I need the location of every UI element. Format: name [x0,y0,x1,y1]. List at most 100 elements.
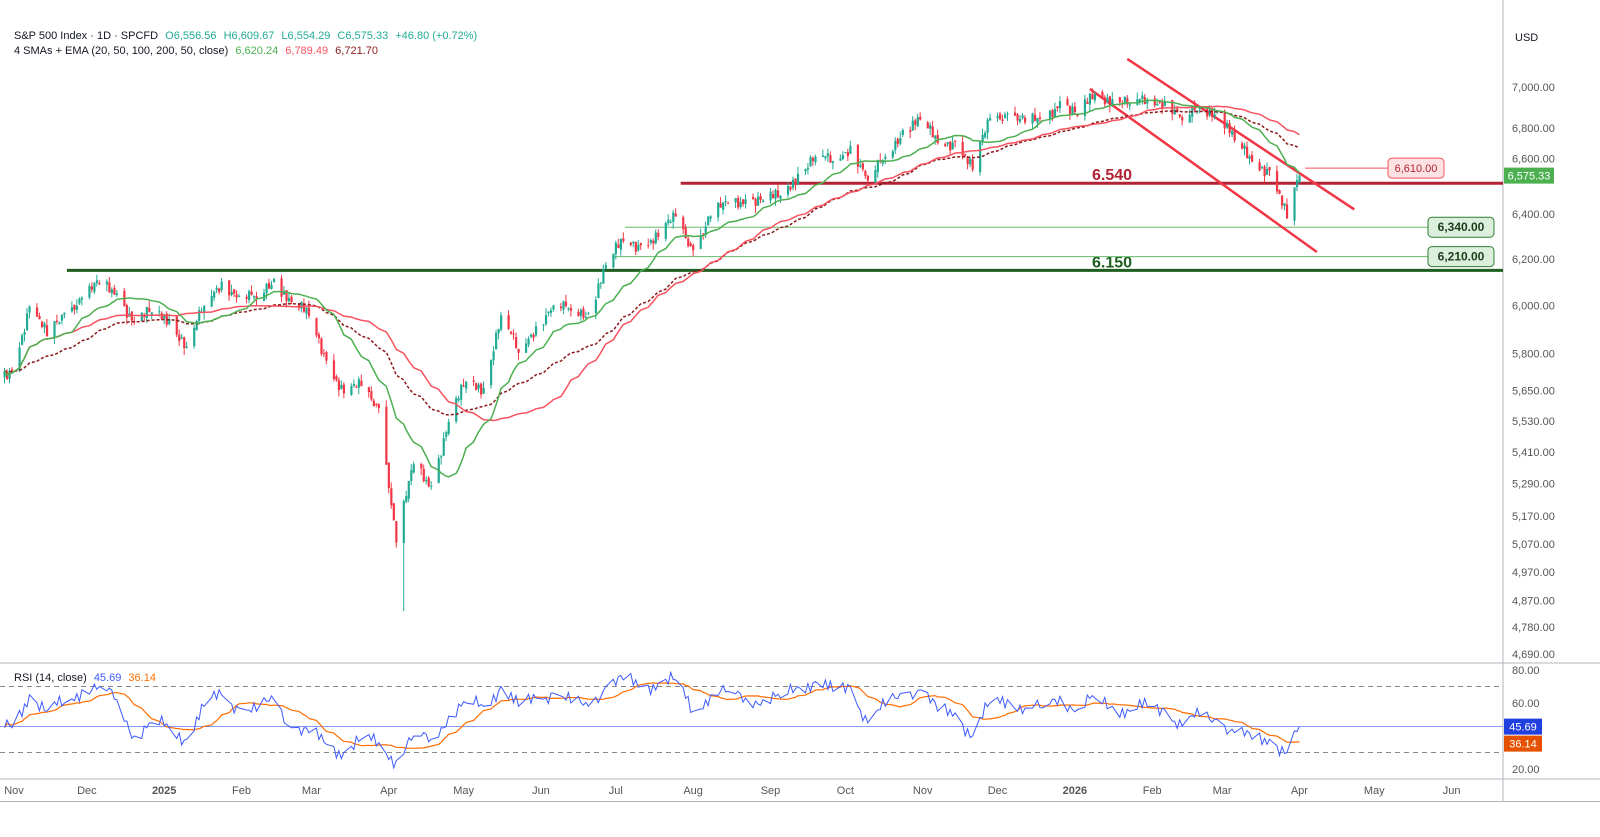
chart-frame: S&P 500 Index · 1D · SPCFD O6,556.56 H6,… [0,30,1600,802]
candle-body [1056,106,1059,109]
candle [724,195,727,207]
rsi-value-box [1504,718,1542,735]
candle-body [789,186,792,190]
candle [133,316,136,325]
candle [355,384,358,388]
candle-body [63,312,66,315]
candle [896,137,899,148]
candle [1223,109,1226,135]
candle-body [999,113,1002,120]
candle [584,311,588,319]
candle [105,279,109,292]
time-tick-label: Apr [380,785,397,797]
candle [667,214,670,226]
indicator-legend[interactable]: 4 SMAs + EMA (20, 50, 100, 200, 50, clos… [14,45,382,58]
candle [447,418,450,436]
candle [744,194,747,209]
high-value: H6,609.67 [223,30,275,42]
candle-body [45,325,49,337]
candle [95,274,99,287]
candle-body [844,152,847,154]
candle [709,215,712,223]
candle [352,379,356,388]
time-tick-label: Nov [913,785,933,797]
candle-body [577,311,580,317]
price-tick-label: 5,170.00 [1512,511,1555,523]
candle-body [1068,105,1072,114]
candle [482,381,485,394]
candle-body [919,116,922,120]
rsi-legend[interactable]: RSI (14, close) 45.69 36.14 [14,672,160,685]
candle [996,112,999,122]
currency-label[interactable]: USD [1515,32,1539,44]
price-tick-label: 6,800.00 [1512,123,1555,135]
candle [794,178,797,191]
candle [734,198,737,209]
symbol-legend[interactable]: S&P 500 Index · 1D · SPCFD O6,556.56 H6,… [14,30,481,43]
time-tick-label: Jun [532,785,550,797]
candle-body [709,216,712,219]
candle [1268,166,1271,176]
candle-body [1123,96,1126,104]
candle [198,306,201,325]
candle-body [1066,99,1069,106]
rsi-value: 45.69 [93,672,122,684]
candle [1228,119,1231,137]
candle [512,329,515,340]
candle-body [532,334,535,338]
candle [532,332,535,342]
candle-body [1108,96,1111,107]
candle [55,314,59,325]
candle [1241,141,1244,150]
candle [874,165,877,185]
candle-body [1033,114,1037,121]
candle-body [335,376,338,381]
candle-body [1161,102,1164,109]
candle [926,120,929,129]
candle-body [1053,108,1057,117]
candle [80,296,84,306]
candle [604,261,608,269]
candle-body [115,293,118,295]
candle [113,284,116,295]
candle [1153,95,1156,108]
price-tick-label: 5,290.00 [1512,479,1555,491]
candle-body [1158,101,1161,103]
candle-body [1228,123,1231,133]
candle [110,287,113,298]
candle [719,197,722,208]
candle-body [724,201,727,203]
candle [664,221,667,242]
candle-body [667,219,670,224]
candle-body [372,400,375,407]
candle-body [552,305,555,310]
candle-body [60,314,64,321]
candle-body [460,384,463,400]
candle [407,480,410,503]
time-tick-label: Dec [988,785,1008,797]
candle [954,140,957,148]
candle [577,308,580,317]
candle-body [360,380,363,387]
candle-body [806,167,810,170]
candle [1021,113,1024,120]
candle [410,463,413,486]
candle-body [849,145,852,154]
candle [322,349,326,358]
candle [699,228,702,250]
candle [1128,103,1131,111]
candle [846,148,850,162]
candle-body [769,191,772,201]
candle-body [916,117,919,127]
candle [632,241,635,248]
candle-body [18,347,21,371]
candle-body [707,216,710,226]
candle-body [674,213,677,217]
candle [652,238,655,250]
candle [248,289,251,304]
candle-body [744,199,747,205]
candle [514,332,518,349]
candle-body [779,196,782,199]
candle-body [1231,131,1234,135]
